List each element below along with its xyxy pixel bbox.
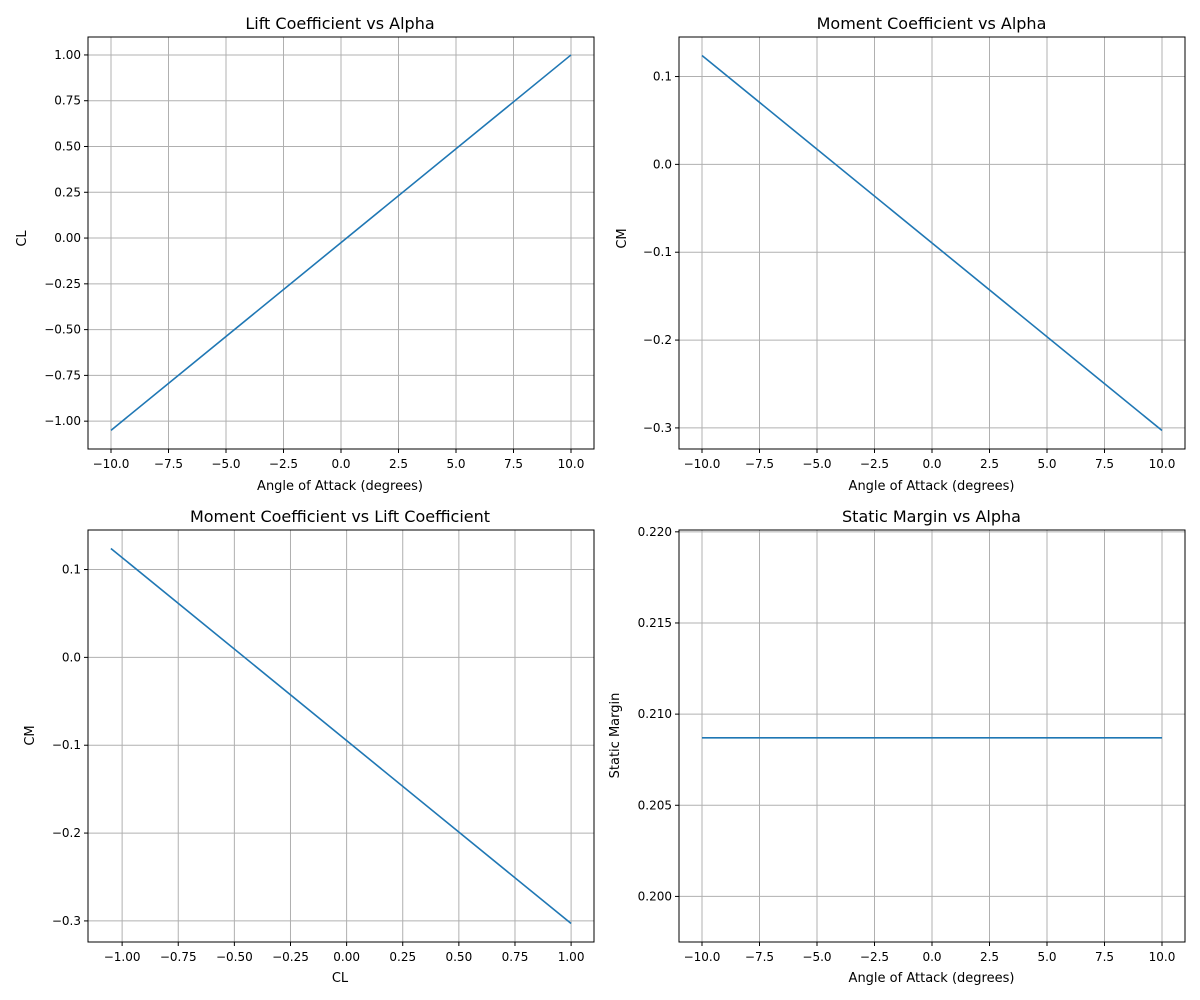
y-tick-label: 1.00 — [54, 48, 81, 62]
x-tick-label: −0.50 — [216, 950, 253, 964]
x-tick-label: 10.0 — [558, 457, 585, 471]
chart-title: Static Margin vs Alpha — [842, 507, 1021, 526]
x-tick-label: 0.75 — [502, 950, 529, 964]
x-tick-label: 0.25 — [389, 950, 416, 964]
subplot-moment-vs-lift: Moment Coefficient vs Lift Coefficient C… — [23, 507, 595, 986]
x-tick-label: −7.5 — [745, 950, 774, 964]
x-tick-label: 0.0 — [922, 457, 941, 471]
x-tick-label: 7.5 — [1095, 950, 1114, 964]
y-tick-label: 0.50 — [54, 140, 81, 154]
y-tick-label: 0.205 — [638, 798, 672, 812]
y-axis-label: CL — [15, 230, 30, 247]
y-axis-label: CM — [615, 228, 630, 248]
x-tick-label: −7.5 — [745, 457, 774, 471]
y-tick-label: 0.1 — [653, 70, 672, 84]
x-tick-label: −5.0 — [802, 950, 831, 964]
y-tick-label: −0.50 — [44, 323, 81, 337]
x-tick-label: −10.0 — [684, 950, 721, 964]
y-tick-label: 0.210 — [638, 707, 672, 721]
x-tick-label: −2.5 — [860, 950, 889, 964]
x-tick-label: −0.75 — [160, 950, 197, 964]
x-axis-label: Angle of Attack (degrees) — [257, 479, 423, 494]
x-tick-label: −5.0 — [802, 457, 831, 471]
series-line — [110, 547, 572, 925]
x-tick-label: 0.0 — [331, 457, 350, 471]
x-tick-label: −0.25 — [272, 950, 309, 964]
x-tick-label: −10.0 — [684, 457, 721, 471]
grid — [88, 37, 594, 449]
y-tick-label: −0.1 — [52, 738, 81, 752]
x-tick-label: 5.0 — [446, 457, 465, 471]
x-tick-label: −2.5 — [269, 457, 298, 471]
x-tick-label: 2.5 — [389, 457, 408, 471]
y-tick-label: −1.00 — [44, 414, 81, 428]
series-line — [110, 54, 572, 431]
x-tick-label: 10.0 — [1149, 950, 1176, 964]
y-tick-label: 0.0 — [653, 157, 672, 171]
y-tick-label: −0.2 — [643, 333, 672, 347]
y-tick-label: −0.1 — [643, 245, 672, 259]
x-tick-label: 0.0 — [922, 950, 941, 964]
y-tick-label: 0.25 — [54, 185, 81, 199]
subplot-lift-vs-alpha: Lift Coefficient vs Alpha Angle of Attac… — [15, 14, 595, 494]
x-tick-label: 2.5 — [980, 950, 999, 964]
x-axis-label: Angle of Attack (degrees) — [849, 971, 1015, 986]
y-tick-label: 0.220 — [638, 525, 672, 539]
series-line — [701, 54, 1163, 432]
x-tick-label: −1.00 — [104, 950, 141, 964]
chart-title: Lift Coefficient vs Alpha — [245, 14, 434, 33]
x-tick-label: −5.0 — [211, 457, 240, 471]
subplot-static-margin-vs-alpha: Static Margin vs Alpha Angle of Attack (… — [608, 507, 1186, 986]
x-tick-label: −10.0 — [93, 457, 130, 471]
y-tick-label: −0.25 — [44, 277, 81, 291]
x-tick-label: 5.0 — [1037, 457, 1056, 471]
y-axis-label: Static Margin — [608, 693, 623, 779]
x-tick-label: 0.50 — [445, 950, 472, 964]
y-tick-label: −0.75 — [44, 368, 81, 382]
subplot-moment-vs-alpha: Moment Coefficient vs Alpha Angle of Att… — [615, 14, 1186, 494]
y-tick-label: 0.0 — [62, 650, 81, 664]
y-tick-label: −0.2 — [52, 826, 81, 840]
chart-title: Moment Coefficient vs Alpha — [817, 14, 1047, 33]
x-tick-label: 7.5 — [504, 457, 523, 471]
y-tick-label: 0.215 — [638, 616, 672, 630]
x-axis-label: Angle of Attack (degrees) — [849, 479, 1015, 494]
x-tick-label: 10.0 — [1149, 457, 1176, 471]
chart-title: Moment Coefficient vs Lift Coefficient — [190, 507, 490, 526]
grid — [679, 530, 1185, 942]
x-tick-label: 1.00 — [558, 950, 585, 964]
x-tick-label: 7.5 — [1095, 457, 1114, 471]
x-tick-label: 2.5 — [980, 457, 999, 471]
grid — [679, 37, 1185, 449]
y-tick-label: −0.3 — [52, 914, 81, 928]
y-tick-label: 0.00 — [54, 231, 81, 245]
x-axis-label: CL — [332, 971, 349, 986]
y-tick-label: 0.75 — [54, 94, 81, 108]
x-tick-label: −2.5 — [860, 457, 889, 471]
y-tick-label: −0.3 — [643, 421, 672, 435]
x-tick-label: −7.5 — [154, 457, 183, 471]
plot-frame — [87, 529, 595, 943]
grid — [88, 530, 594, 942]
y-tick-label: 0.200 — [638, 889, 672, 903]
y-tick-label: 0.1 — [62, 563, 81, 577]
y-axis-label: CM — [23, 725, 38, 745]
x-tick-label: 5.0 — [1037, 950, 1056, 964]
x-tick-label: 0.00 — [333, 950, 360, 964]
